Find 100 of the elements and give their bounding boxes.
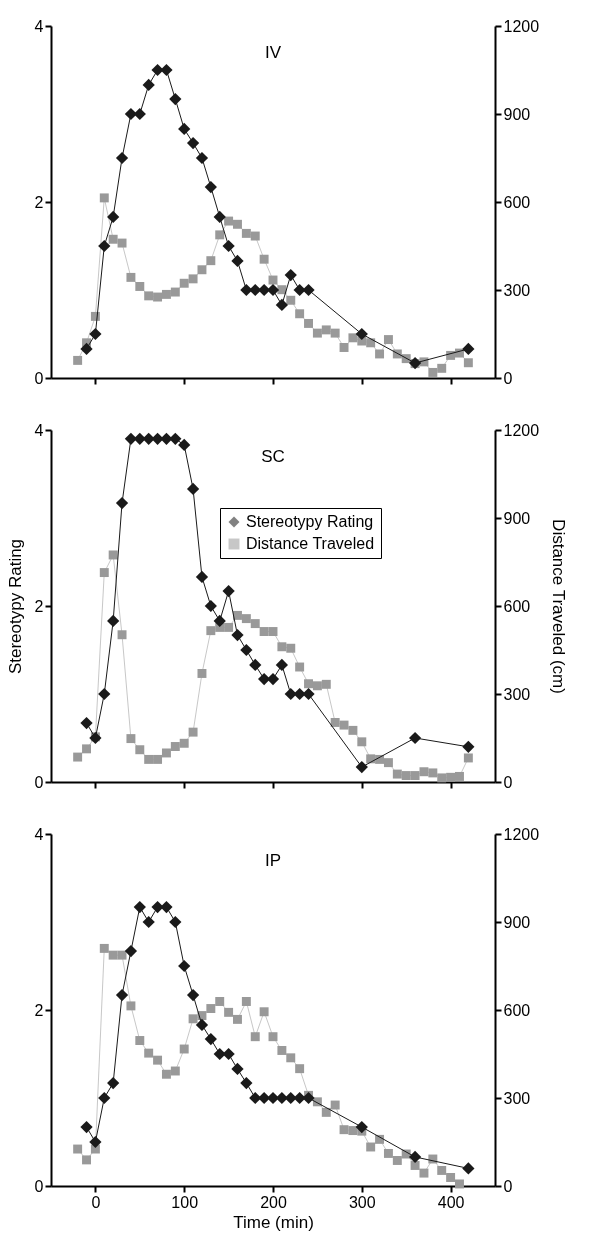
point [213, 1047, 226, 1061]
point [463, 753, 473, 763]
point [302, 283, 315, 297]
point [135, 745, 145, 755]
point [266, 672, 280, 686]
point [446, 1173, 456, 1182]
point [446, 772, 456, 782]
point [259, 627, 269, 636]
point [153, 1055, 163, 1065]
point [268, 627, 278, 636]
point [99, 943, 109, 953]
point [224, 216, 234, 226]
point [222, 1047, 235, 1061]
point [99, 568, 109, 578]
point [170, 287, 180, 297]
point [197, 265, 207, 275]
point [222, 584, 235, 598]
y-tick-label: 2 [34, 597, 44, 615]
point [241, 228, 251, 238]
point [117, 630, 127, 640]
x-tick-label: 0 [91, 1193, 101, 1211]
point [179, 278, 189, 288]
y-tick-label: 4 [34, 421, 44, 439]
point [258, 1091, 271, 1105]
point [339, 1125, 349, 1135]
point [188, 1014, 198, 1024]
point [170, 742, 180, 751]
point [240, 283, 253, 297]
point [231, 628, 244, 642]
y-tick-label: 4 [34, 825, 44, 843]
point [107, 1076, 120, 1090]
y2-tick-label: 300 [503, 685, 531, 703]
point [204, 599, 217, 613]
x-tick-label: 200 [260, 1193, 287, 1211]
point [250, 231, 260, 241]
point [355, 760, 368, 774]
point [161, 1069, 171, 1079]
point [169, 432, 182, 445]
point [286, 1053, 296, 1063]
legend-label: Stereotypy Rating [246, 513, 374, 530]
point [186, 988, 200, 1002]
y-tick-label: 0 [34, 773, 44, 791]
point [186, 136, 200, 150]
point [462, 1162, 475, 1175]
point [437, 1165, 447, 1175]
point [366, 338, 376, 348]
point [80, 342, 93, 356]
y2-tick-label: 1200 [503, 825, 540, 843]
point [275, 658, 288, 672]
point [419, 767, 429, 777]
point [186, 482, 200, 496]
point [206, 626, 216, 636]
point [240, 1076, 253, 1090]
point [275, 1091, 288, 1105]
point [124, 432, 138, 445]
text: SC [261, 447, 285, 466]
point [117, 238, 127, 248]
point [204, 180, 217, 194]
point [410, 771, 420, 781]
y-tick-label: 4 [34, 17, 44, 35]
point [249, 658, 262, 672]
point [89, 327, 102, 341]
point [241, 614, 251, 624]
point [142, 78, 155, 92]
point [330, 717, 340, 727]
point [98, 239, 111, 253]
point [133, 107, 146, 121]
point [284, 268, 297, 282]
point [277, 1046, 287, 1055]
point [115, 151, 129, 165]
point [330, 328, 340, 338]
point [161, 289, 171, 299]
point [89, 1135, 102, 1149]
x-tick-label: 400 [437, 1193, 465, 1211]
point [133, 900, 146, 914]
point [73, 752, 83, 762]
point [108, 950, 118, 960]
point [178, 122, 191, 136]
y2-tick-label: 300 [503, 281, 531, 299]
point [339, 343, 349, 352]
point [82, 744, 91, 754]
point [213, 614, 226, 628]
y2-tick-label: 0 [503, 773, 513, 791]
point [178, 959, 191, 973]
point [437, 363, 447, 373]
point [115, 988, 129, 1002]
point [142, 915, 155, 929]
point [98, 1091, 111, 1105]
point [286, 643, 296, 653]
point [408, 731, 422, 745]
x-axis-title: Time (min) [233, 1212, 314, 1232]
text: IV [264, 43, 282, 62]
point [188, 274, 198, 284]
point [195, 1018, 209, 1032]
y-tick-label: 0 [34, 369, 44, 387]
point [108, 234, 118, 244]
point [275, 298, 288, 312]
point [455, 1179, 464, 1189]
point [366, 754, 376, 764]
point [428, 768, 438, 778]
